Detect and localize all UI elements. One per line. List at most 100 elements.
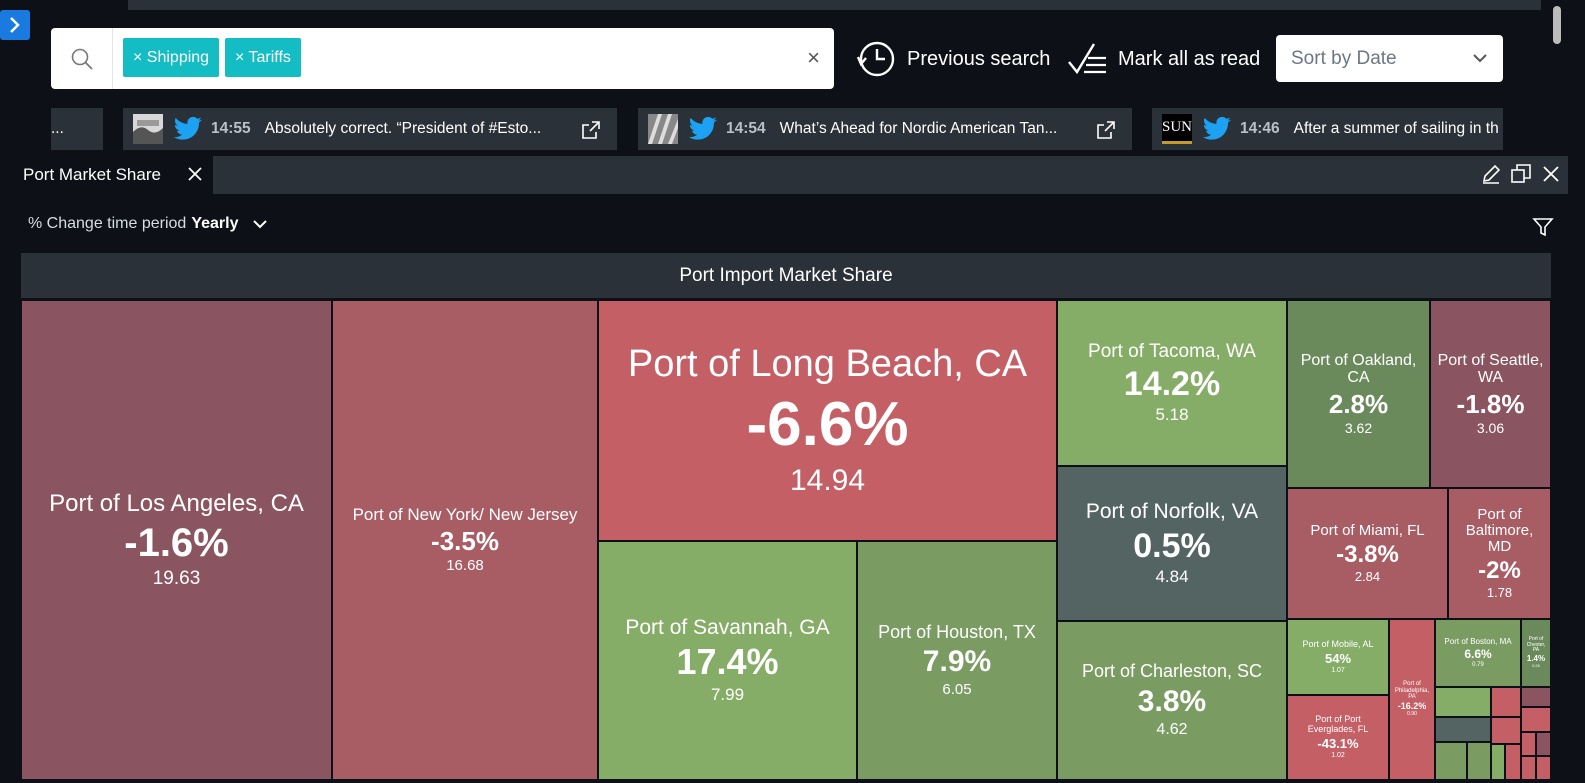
treemap-tile[interactable]: Port of Philadelphia, PA -16.2% 0.90: [1389, 619, 1435, 780]
treemap-tile-small[interactable]: [1491, 744, 1505, 780]
tile-percent-change: 6.6%: [1464, 646, 1492, 661]
filter-icon[interactable]: [1532, 216, 1554, 238]
treemap-tile[interactable]: Port of Norfolk, VA 0.5% 4.84: [1057, 466, 1287, 621]
treemap-tile[interactable]: Port of Baltimore, MD -2% 1.78: [1448, 488, 1551, 619]
tile-market-share-value: 6.05: [942, 680, 972, 698]
tile-port-name: Port of Seattle, WA: [1437, 352, 1544, 387]
panel-header: Port Market Share: [0, 156, 1568, 194]
period-label: % Change time period: [28, 215, 187, 232]
news-item[interactable]: ...: [51, 108, 103, 150]
tile-percent-change: 17.4%: [676, 641, 779, 683]
external-link-icon[interactable]: [1096, 120, 1116, 140]
tile-market-share-value: 14.94: [789, 463, 866, 497]
tile-market-share-value: 0.26: [1532, 663, 1540, 669]
tile-port-name: Port of Philadelphia, PA: [1394, 681, 1430, 701]
tile-port-name: Port of Houston, TX: [878, 621, 1036, 642]
tile-market-share-value: 1.02: [1331, 751, 1345, 759]
treemap-tile[interactable]: Port of Oakland, CA 2.8% 3.62: [1287, 300, 1430, 488]
treemap-tile-small[interactable]: [1521, 707, 1551, 732]
tile-percent-change: -2%: [1478, 557, 1521, 585]
treemap-tile[interactable]: Port of Boston, MA 6.6% 0.79: [1435, 619, 1521, 687]
scrollbar-thumb[interactable]: [1553, 6, 1561, 44]
treemap-tile[interactable]: Port of Houston, TX 7.9% 6.05: [857, 541, 1057, 780]
mark-all-read-label: Mark all as read: [1118, 47, 1261, 70]
treemap-tile[interactable]: Port of Seattle, WA -1.8% 3.06: [1430, 300, 1551, 488]
treemap-tile-small[interactable]: [1491, 687, 1521, 717]
clear-search-button[interactable]: ×: [807, 45, 820, 70]
treemap-tile[interactable]: Port of Miami, FL -3.8% 2.84: [1287, 488, 1448, 619]
search-box[interactable]: × Shipping × Tariffs ×: [51, 28, 834, 89]
tile-percent-change: -3.5%: [431, 526, 499, 557]
tile-market-share-value: 7.99: [710, 685, 745, 705]
treemap-tile[interactable]: Port of Tacoma, WA 14.2% 5.18: [1057, 300, 1287, 466]
news-title: Absolutely correct. “President of #Esto.…: [264, 120, 542, 137]
treemap-tile-small[interactable]: [1435, 687, 1491, 717]
treemap-tile-small[interactable]: [1536, 732, 1551, 756]
news-time: 14:46: [1240, 120, 1280, 137]
tile-port-name: Port of Los Angeles, CA: [49, 489, 304, 517]
treemap-tile[interactable]: Port of Savannah, GA 17.4% 7.99: [598, 541, 857, 780]
treemap-tile-small[interactable]: [1435, 742, 1467, 780]
chart-title: Port Import Market Share: [21, 253, 1551, 298]
close-panel-icon[interactable]: [1540, 163, 1562, 185]
tile-port-name: Port of Boston, MA: [1444, 636, 1512, 646]
search-icon: [71, 48, 93, 70]
search-chip-shipping[interactable]: × Shipping: [123, 38, 220, 77]
tile-port-name: Port of Chester, PA: [1526, 636, 1546, 654]
previous-search-label: Previous search: [907, 47, 1051, 70]
news-item[interactable]: SUN 14:46 After a summer of sailing in t…: [1152, 108, 1503, 150]
panel-tab[interactable]: Port Market Share: [0, 156, 213, 194]
search-chip-tariffs[interactable]: × Tariffs: [225, 38, 301, 77]
treemap-tile[interactable]: Port of Charleston, SC 3.8% 4.62: [1057, 621, 1287, 780]
news-time: 14:55: [211, 120, 251, 137]
tile-market-share-value: 4.84: [1155, 566, 1189, 586]
news-item[interactable]: 14:55 Absolutely correct. “President of …: [123, 108, 617, 150]
treemap-tile-small[interactable]: [1521, 732, 1536, 756]
tile-port-name: Port of Baltimore, MD: [1465, 505, 1534, 556]
tile-percent-change: -1.8%: [1456, 388, 1525, 419]
tile-market-share-value: 3.62: [1344, 419, 1373, 436]
tile-percent-change: 54%: [1324, 650, 1352, 666]
period-selector[interactable]: % Change time period Yearly: [28, 215, 271, 233]
news-item[interactable]: 14:54 What’s Ahead for Nordic American T…: [638, 108, 1132, 150]
treemap-tile[interactable]: Port of Mobile, AL 54% 1.07: [1287, 619, 1389, 695]
sort-dropdown[interactable]: Sort by Date: [1276, 35, 1503, 82]
tile-market-share-value: 4.62: [1156, 721, 1188, 739]
panel-tab-title: Port Market Share: [23, 165, 161, 184]
mark-all-read-button[interactable]: Mark all as read: [1066, 36, 1260, 82]
expand-sidebar-button[interactable]: [0, 10, 30, 40]
treemap-tile-small[interactable]: [1435, 717, 1491, 742]
news-title: What’s Ahead for Nordic American Tan...: [779, 120, 1058, 137]
tile-market-share-value: 1.07: [1331, 666, 1345, 674]
treemap-tile[interactable]: Port of Port Everglades, FL -43.1% 1.02: [1287, 695, 1389, 780]
treemap: Port of Los Angeles, CA -1.6% 19.63 Port of…: [21, 300, 1551, 780]
tile-percent-change: -16.2%: [1397, 700, 1427, 711]
news-title: After a summer of sailing in th: [1293, 120, 1499, 137]
treemap-tile-small[interactable]: [1505, 744, 1521, 780]
history-clock-icon: [856, 41, 895, 77]
close-tab-icon[interactable]: [186, 165, 204, 183]
treemap-tile[interactable]: Port of Long Beach, CA -6.6% 14.94: [598, 300, 1057, 541]
edit-icon[interactable]: [1480, 163, 1502, 185]
treemap-tile-small[interactable]: [1521, 756, 1536, 780]
treemap-tile[interactable]: Port of Chester, PA 1.4% 0.26: [1521, 619, 1551, 687]
treemap-tile-small[interactable]: [1536, 756, 1551, 780]
treemap-tile-small[interactable]: [1491, 717, 1521, 744]
chevron-down-icon: [253, 220, 268, 229]
duplicate-icon[interactable]: [1510, 163, 1532, 185]
twitter-bird-icon: [1202, 116, 1231, 140]
treemap-tile-small[interactable]: [1521, 687, 1551, 707]
treemap-tile[interactable]: Port of Los Angeles, CA -1.6% 19.63: [21, 300, 332, 780]
external-link-icon[interactable]: [581, 120, 601, 140]
top-strip: [128, 0, 1541, 10]
tile-market-share-value: 1.78: [1486, 585, 1513, 601]
tile-market-share-value: 16.68: [446, 557, 484, 575]
treemap-tile-small[interactable]: [1467, 742, 1491, 780]
tile-market-share-value: 2.84: [1354, 569, 1381, 585]
tile-port-name: Port of New York/ New Jersey: [352, 504, 578, 524]
tile-port-name: Port of Tacoma, WA: [1088, 340, 1256, 362]
tile-percent-change: -43.1%: [1317, 735, 1359, 751]
treemap-tile[interactable]: Port of New York/ New Jersey -3.5% 16.68: [332, 300, 598, 780]
tile-port-name: Port of Mobile, AL: [1302, 638, 1374, 649]
previous-search-button[interactable]: Previous search: [855, 36, 1050, 82]
